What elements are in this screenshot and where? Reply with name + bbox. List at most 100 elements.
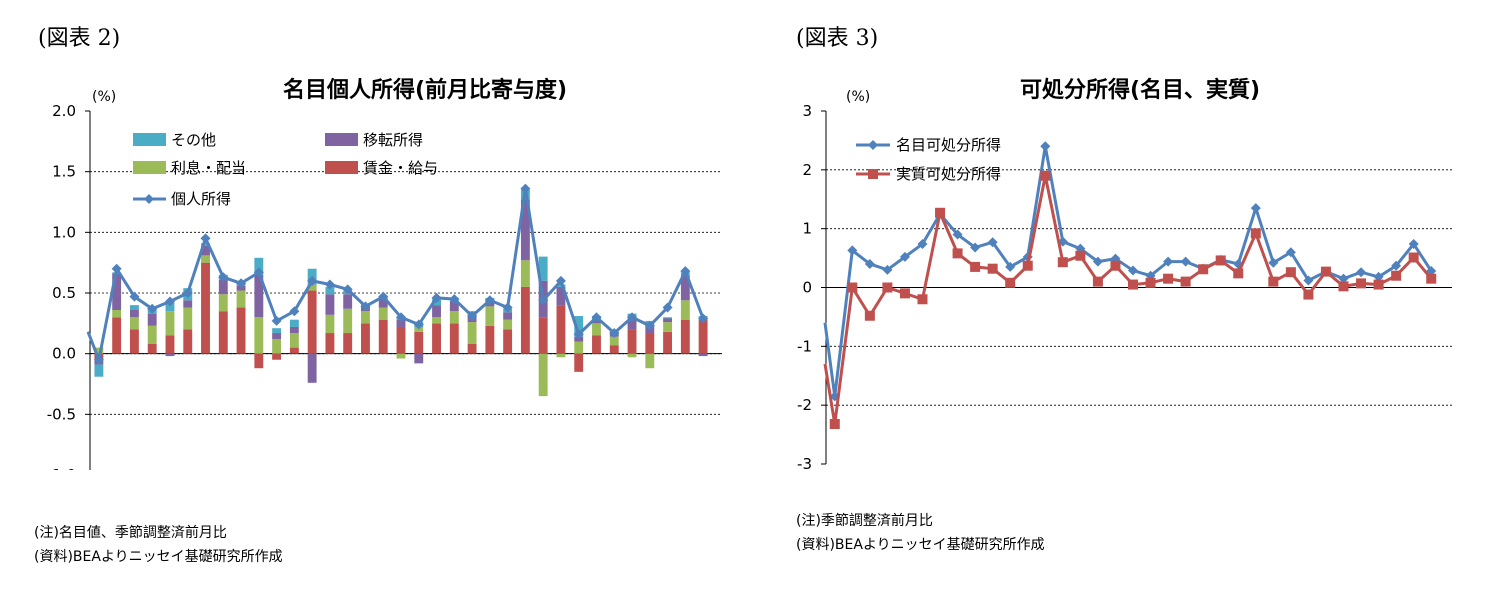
data-point: [1163, 256, 1174, 267]
data-point: [847, 245, 858, 256]
data-point: [847, 282, 858, 293]
data-point: [1356, 278, 1367, 289]
y-tick-label: 1.0: [52, 223, 76, 241]
data-point: [236, 278, 247, 289]
data-point: [1408, 238, 1419, 249]
bar: [663, 331, 673, 354]
left-note-1: (注)名目値、季節調整済前月比: [34, 525, 227, 541]
bar: [361, 323, 370, 354]
data-point: [882, 264, 893, 275]
bar: [609, 336, 619, 346]
bar: [165, 335, 175, 354]
bar: [503, 329, 513, 354]
bar: [485, 325, 495, 354]
bar: [201, 255, 210, 263]
y-tick-label: 2.0: [52, 102, 76, 120]
data-point: [182, 288, 193, 298]
bar: [94, 364, 104, 377]
data-point: [396, 312, 406, 323]
data-point: [1391, 260, 1402, 271]
data-point: [1373, 271, 1384, 282]
bar: [218, 311, 228, 354]
series-line: [823, 175, 1433, 425]
data-point: [899, 251, 910, 262]
bar: [147, 325, 157, 344]
data-point: [1075, 250, 1086, 261]
legend-swatch: [325, 161, 358, 174]
bar: [663, 318, 673, 323]
data-point: [1128, 279, 1138, 290]
bar: [432, 323, 441, 354]
bar: [449, 301, 459, 312]
data-point: [1145, 277, 1156, 288]
bar: [201, 262, 210, 354]
bar: [218, 294, 228, 312]
data-point: [1022, 251, 1033, 262]
bar: [112, 317, 122, 354]
data-point: [1092, 276, 1103, 287]
bar: [378, 319, 388, 354]
left-figure-label: (図表 2): [38, 26, 121, 51]
y-axis-label: (%): [92, 89, 116, 105]
data-point: [1163, 273, 1174, 284]
bar: [449, 323, 459, 354]
data-point: [502, 302, 513, 313]
legend-marker: [144, 194, 154, 204]
data-point: [627, 312, 638, 323]
bar: [378, 299, 388, 308]
bar: [574, 353, 584, 372]
data-point: [864, 258, 875, 269]
data-point: [271, 315, 282, 326]
data-point: [218, 272, 229, 283]
bar: [698, 353, 708, 357]
data-point: [1373, 279, 1384, 290]
data-point: [147, 303, 158, 314]
data-point: [1285, 247, 1296, 258]
bar: [325, 286, 335, 295]
bar: [201, 243, 210, 246]
bar: [645, 353, 655, 369]
data-point: [1338, 273, 1349, 284]
legend-label: 移転所得: [363, 131, 423, 149]
data-point: [1250, 228, 1261, 239]
y-tick-label: 1: [802, 220, 812, 238]
bar: [414, 331, 424, 354]
bar: [112, 273, 122, 310]
legend-swatch: [325, 133, 358, 146]
bar: [129, 317, 139, 330]
bar: [254, 257, 264, 275]
bar: [183, 329, 193, 354]
bar: [467, 343, 477, 354]
data-point: [1110, 260, 1121, 271]
series-line: [823, 146, 1433, 397]
data-point: [917, 238, 928, 249]
bar: [467, 322, 477, 344]
right-chart-title: 可処分所得(名目、実質): [1019, 78, 1261, 103]
y-tick-label: 0.0: [52, 345, 76, 363]
bar: [272, 353, 282, 360]
bar: [503, 319, 513, 330]
y-tick-label: -0.5: [47, 405, 76, 423]
data-point: [307, 275, 318, 286]
y-tick-label: 0: [802, 279, 812, 297]
bar: [538, 317, 548, 354]
data-point: [882, 282, 893, 293]
data-point: [1092, 256, 1103, 267]
bar: [147, 343, 157, 354]
bar: [201, 245, 210, 256]
data-point: [342, 284, 353, 295]
bar: [325, 314, 335, 334]
bar: [378, 307, 388, 320]
data-point: [1408, 252, 1419, 263]
bar: [343, 308, 353, 334]
data-point: [680, 266, 691, 277]
data-point: [200, 233, 211, 244]
data-point: [555, 275, 566, 286]
left-note-2: (資料)BEAよりニッセイ基礎研究所作成: [34, 549, 283, 565]
data-point: [484, 295, 495, 306]
data-point: [662, 302, 673, 313]
bar: [432, 305, 441, 318]
data-point: [1391, 270, 1402, 281]
data-point: [1285, 267, 1296, 278]
bar: [592, 335, 601, 354]
